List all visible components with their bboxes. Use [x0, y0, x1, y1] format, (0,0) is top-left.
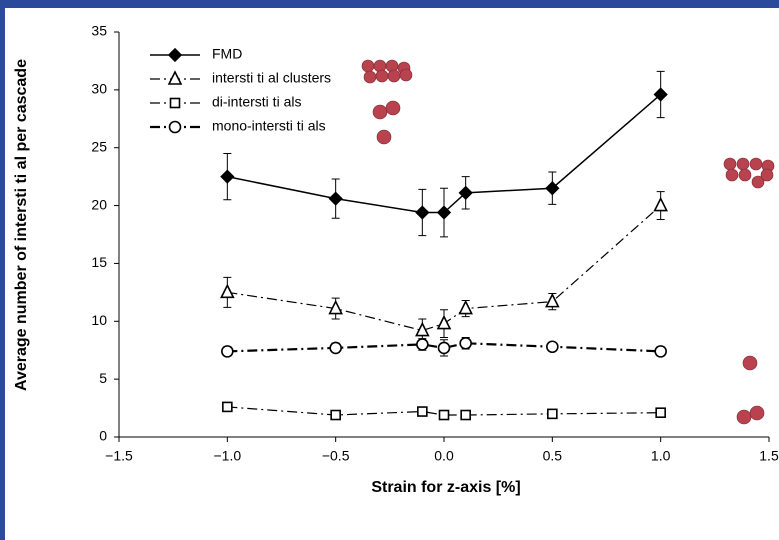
- marker: [547, 408, 558, 420]
- marker: [654, 345, 667, 358]
- marker: [328, 299, 343, 315]
- atom-icons: [361, 59, 775, 425]
- y-tick-label: 35: [91, 23, 107, 39]
- y-tick-label: 0: [99, 428, 107, 444]
- x-tick-label: −1.0: [214, 448, 242, 464]
- x-tick-label: −0.5: [322, 448, 350, 464]
- y-tick-label: 10: [91, 312, 107, 328]
- marker: [655, 407, 666, 419]
- left-border: [0, 0, 5, 540]
- x-tick-label: 1.0: [651, 448, 671, 464]
- legend-label: FMD: [212, 46, 242, 62]
- y-tick-label: 30: [91, 81, 107, 97]
- marker: [653, 87, 668, 102]
- marker: [328, 191, 343, 206]
- marker: [436, 314, 452, 330]
- marker: [415, 321, 430, 337]
- marker: [222, 401, 233, 413]
- marker: [221, 345, 234, 358]
- x-axis-title: Strain for z-axis [%]: [371, 479, 520, 496]
- marker: [220, 283, 235, 299]
- marker: [330, 409, 341, 421]
- legend-marker: [167, 47, 183, 63]
- marker: [438, 409, 450, 421]
- marker: [437, 341, 451, 355]
- x-tick-label: 0.0: [434, 448, 454, 464]
- y-tick-label: 15: [91, 254, 107, 270]
- y-axis-title: Average number of intersti ti al per cas…: [13, 59, 30, 391]
- legend-marker: [169, 97, 181, 109]
- marker: [460, 409, 471, 421]
- marker: [329, 341, 342, 355]
- marker: [416, 338, 429, 351]
- marker: [546, 340, 559, 354]
- x-tick-label: −1.5: [105, 448, 133, 464]
- marker: [459, 336, 472, 350]
- y-tick-label: 20: [91, 196, 107, 212]
- marker: [436, 205, 452, 220]
- marker: [653, 196, 668, 212]
- y-tick-label: 5: [99, 370, 107, 386]
- marker: [458, 185, 473, 200]
- y-tick-label: 25: [91, 138, 107, 154]
- marker: [220, 169, 235, 184]
- marker: [545, 181, 560, 196]
- marker: [415, 205, 430, 220]
- x-tick-label: 0.5: [543, 448, 563, 464]
- x-tick-label: 1.5: [759, 448, 779, 464]
- marker: [545, 292, 560, 308]
- legend-label: mono-intersti ti als: [212, 118, 326, 134]
- legend-label: intersti ti al clusters: [212, 70, 331, 86]
- legend-marker: [167, 70, 183, 85]
- legend-marker: [168, 120, 182, 134]
- marker: [417, 406, 428, 417]
- legend-label: di-intersti ti als: [212, 94, 301, 110]
- top-border: [0, 0, 779, 8]
- marker: [458, 299, 473, 315]
